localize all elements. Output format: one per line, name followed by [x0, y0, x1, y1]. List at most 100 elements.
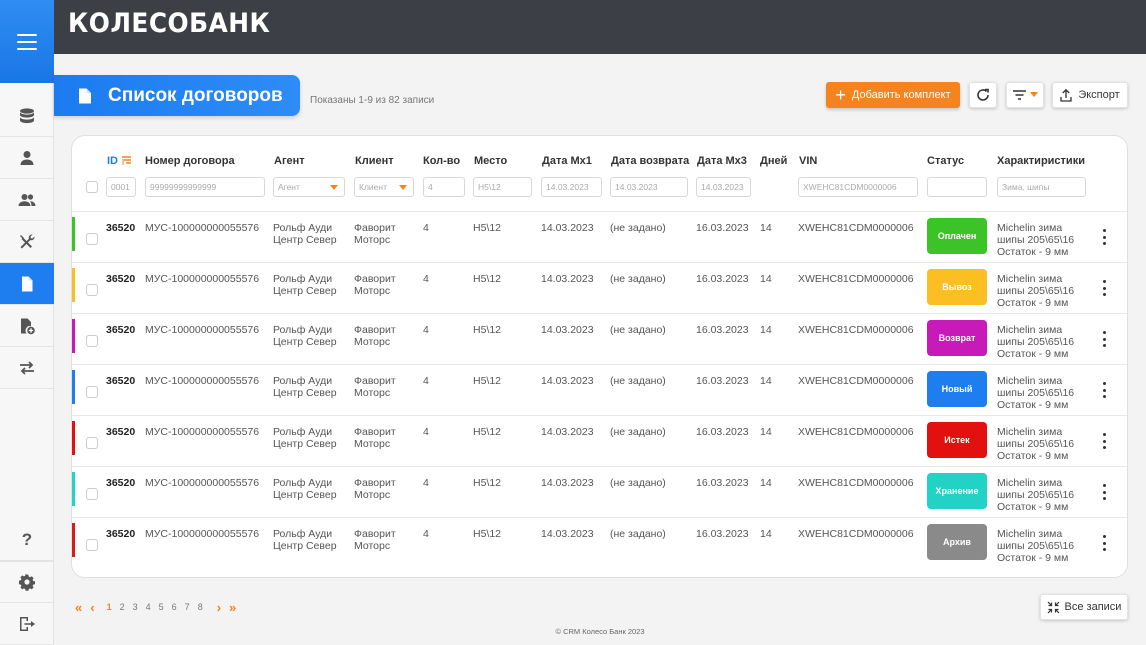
status-badge[interactable]: Вывоз	[927, 269, 987, 305]
next-page-button[interactable]: ›	[216, 599, 222, 615]
settings-icon	[19, 574, 35, 591]
row-checkbox[interactable]	[86, 488, 98, 500]
filter-specs[interactable]: Зима, шипы	[997, 177, 1086, 197]
refresh-button[interactable]	[969, 82, 997, 108]
status-stripe	[72, 421, 75, 455]
status-badge[interactable]: Хранение	[927, 473, 987, 509]
database-icon	[20, 107, 34, 123]
cell-date-mx3: 16.03.2023	[696, 273, 749, 285]
page-number[interactable]: 6	[171, 602, 177, 612]
cell-date-mx3: 16.03.2023	[696, 324, 749, 336]
row-checkbox[interactable]	[86, 233, 98, 245]
row-menu-icon[interactable]	[1101, 433, 1107, 449]
filter-place[interactable]: Н5\12	[473, 177, 532, 197]
column-header-days[interactable]: Дней	[760, 155, 788, 167]
table-row[interactable]: 36520 МУС-100000000055576 Н5\12 4 14.03.2023…	[72, 415, 1127, 466]
page-number[interactable]: 1	[106, 602, 112, 612]
filter-number[interactable]: 99999999999999	[145, 177, 265, 197]
page-number[interactable]: 5	[158, 602, 164, 612]
status-badge[interactable]: Архив	[927, 524, 987, 560]
filter-agent[interactable]: Агент	[273, 177, 345, 197]
table-row[interactable]: 36520 МУС-100000000055576 Н5\12 4 14.03.2023…	[72, 466, 1127, 517]
filter-date1[interactable]: 14.03.2023	[541, 177, 602, 197]
add-kit-button[interactable]: + Добавить комплект	[826, 82, 960, 108]
column-header-place[interactable]: Место	[474, 155, 508, 167]
prev-page-button[interactable]: ‹	[90, 599, 95, 615]
sidebar-item-contracts[interactable]	[0, 263, 54, 305]
row-checkbox[interactable]	[86, 386, 98, 398]
filter-button[interactable]	[1006, 82, 1044, 108]
sidebar-item-transfer[interactable]	[0, 347, 54, 389]
table-row[interactable]: 36520 МУС-100000000055576 Н5\12 4 14.03.2023…	[72, 313, 1127, 364]
column-header-status[interactable]: Статус	[927, 155, 965, 167]
filter-client[interactable]: Клиент	[354, 177, 414, 197]
sidebar-item-tools[interactable]	[0, 221, 54, 263]
last-page-button[interactable]: »	[229, 599, 237, 615]
row-checkbox[interactable]	[86, 335, 98, 347]
page-number[interactable]: 4	[145, 602, 151, 612]
filter-vin[interactable]: XWEHC81CDM0000006	[798, 177, 918, 197]
sidebar-item-users[interactable]	[0, 179, 54, 221]
column-header-vin[interactable]: VIN	[799, 155, 818, 167]
filter-date3[interactable]: 14.03.2023	[696, 177, 751, 197]
sidebar-item-help[interactable]: ?	[0, 519, 54, 561]
cell-place: Н5\12	[473, 273, 502, 285]
sidebar-item-logout[interactable]	[0, 603, 54, 645]
row-menu-icon[interactable]	[1101, 535, 1107, 551]
document-icon	[79, 88, 91, 103]
row-menu-icon[interactable]	[1101, 382, 1107, 398]
sort-icon[interactable]	[122, 156, 132, 166]
column-header-date3[interactable]: Дата Мх3	[697, 155, 747, 167]
column-header-qty[interactable]: Кол-во	[423, 155, 461, 167]
row-menu-icon[interactable]	[1101, 331, 1107, 347]
table-row[interactable]: 36520 МУС-100000000055576 Н5\12 4 14.03.2023…	[72, 364, 1127, 415]
page-number[interactable]: 8	[197, 602, 203, 612]
page-number[interactable]: 7	[184, 602, 190, 612]
logout-icon	[20, 616, 35, 631]
column-header-client[interactable]: Клиент	[355, 155, 394, 167]
all-records-button[interactable]: Все записи	[1040, 594, 1128, 620]
table-row[interactable]: 36520 МУС-100000000055576 Н5\12 4 14.03.2023…	[72, 517, 1127, 568]
column-header-return-date[interactable]: Дата возврата	[611, 155, 690, 167]
row-menu-icon[interactable]	[1101, 280, 1107, 296]
sidebar-item-database[interactable]	[0, 95, 54, 137]
filter-qty[interactable]: 4	[423, 177, 465, 197]
spec-line: Michelin зима	[997, 426, 1063, 438]
menu-button[interactable]	[0, 0, 54, 83]
sidebar-item-add-document[interactable]	[0, 305, 54, 347]
filter-return-date[interactable]: 14.03.2023	[610, 177, 688, 197]
column-header-agent[interactable]: Агент	[274, 155, 305, 167]
filter-status[interactable]	[927, 177, 987, 197]
column-header-date1[interactable]: Дата Мх1	[542, 155, 592, 167]
row-checkbox[interactable]	[86, 437, 98, 449]
cell-quantity: 4	[423, 324, 429, 336]
table-row[interactable]: 36520 МУС-100000000055576 Н5\12 4 14.03.2023…	[72, 262, 1127, 313]
row-checkbox[interactable]	[86, 539, 98, 551]
logo[interactable]: КОЛЕСОБАНК	[68, 8, 271, 39]
column-header-specs[interactable]: Характиристики	[997, 155, 1085, 167]
sidebar-item-settings[interactable]	[0, 561, 54, 603]
cell-date-mx3: 16.03.2023	[696, 528, 749, 540]
status-badge[interactable]: Оплачен	[927, 218, 987, 254]
column-header-number[interactable]: Номер договора	[145, 155, 235, 167]
page-number[interactable]: 3	[132, 602, 138, 612]
filter-id[interactable]: 0001	[106, 177, 136, 197]
select-all-checkbox[interactable]	[86, 181, 98, 193]
cell-client: Фаворит Моторс	[354, 426, 396, 450]
row-checkbox[interactable]	[86, 284, 98, 296]
page-number[interactable]: 2	[119, 602, 125, 612]
table-row[interactable]: 36520 МУС-100000000055576 Н5\12 4 14.03.2023…	[72, 211, 1127, 262]
first-page-button[interactable]: «	[75, 599, 83, 615]
status-badge[interactable]: Новый	[927, 371, 987, 407]
spec-line: Остаток - 9 мм	[997, 348, 1069, 360]
sidebar-item-user[interactable]	[0, 137, 54, 179]
export-button[interactable]: Экспорт	[1052, 82, 1128, 108]
row-menu-icon[interactable]	[1101, 484, 1107, 500]
cell-specs: Michelin зима шипы 205\65\16 Остаток - 9 м…	[997, 426, 1074, 462]
cell-row-id: 36520	[106, 528, 136, 540]
row-menu-icon[interactable]	[1101, 229, 1107, 245]
column-header-id[interactable]: ID	[107, 155, 118, 167]
status-badge[interactable]: Истек	[927, 422, 987, 458]
cell-agent: Рольф Ауди Центр Север	[273, 273, 337, 297]
status-badge[interactable]: Возврат	[927, 320, 987, 356]
